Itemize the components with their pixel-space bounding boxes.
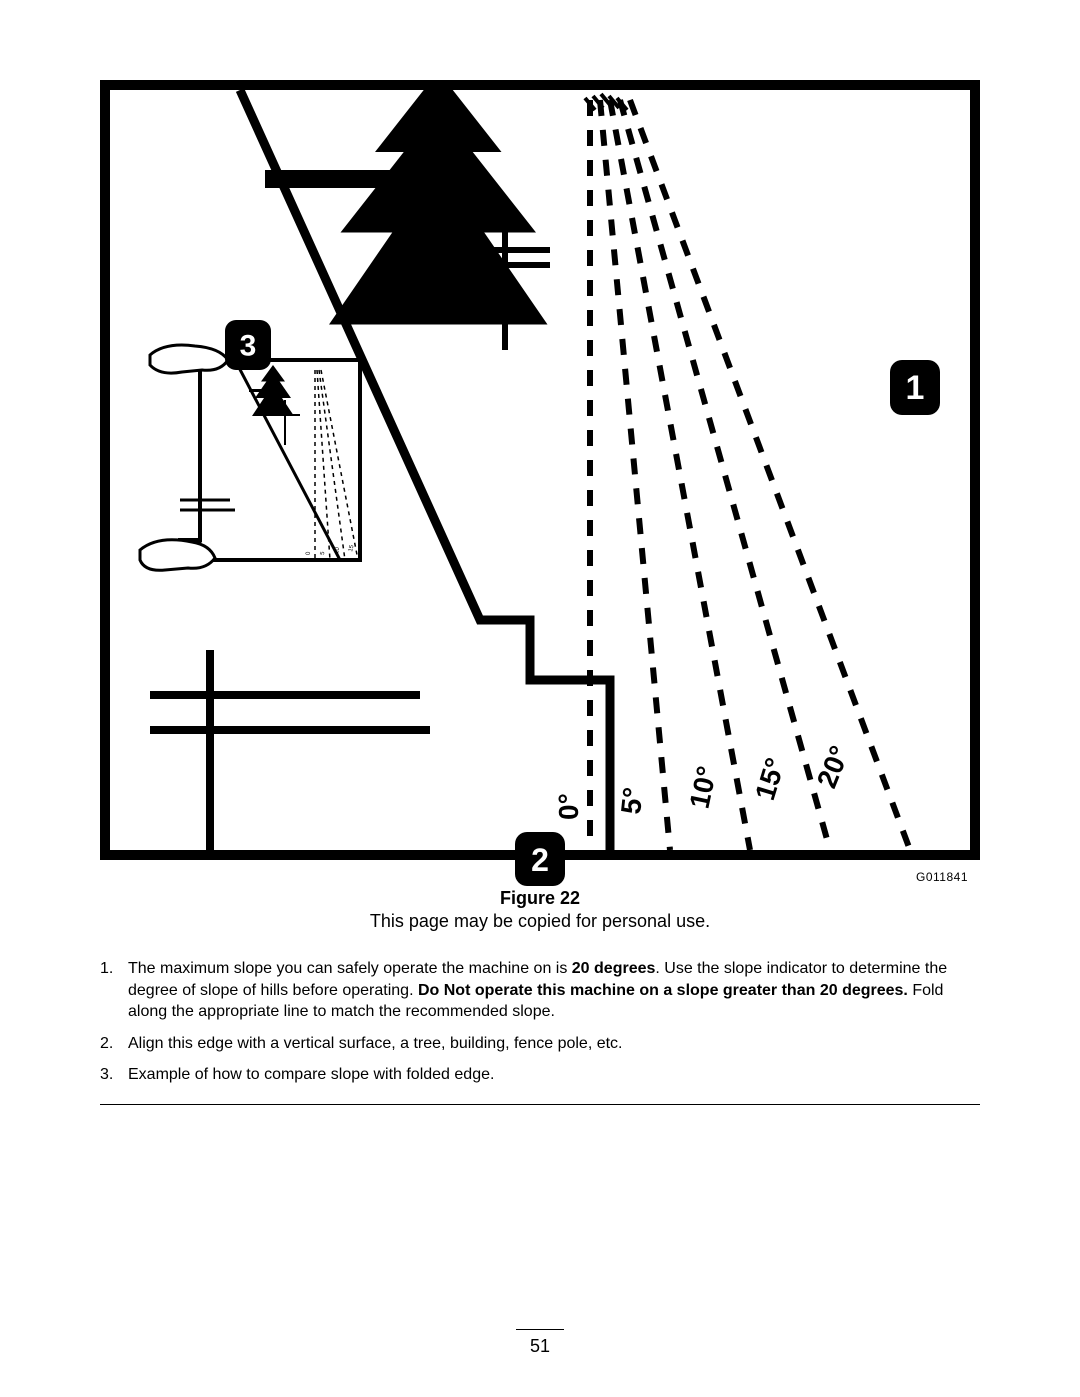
angle-labels-group: 0° 5° 10° 15° 20°: [553, 741, 855, 820]
note-text: The maximum slope you can safely operate…: [128, 958, 980, 1023]
svg-text:1: 1: [906, 369, 925, 407]
note-number: 1.: [100, 958, 128, 1023]
note-text: Example of how to compare slope with fol…: [128, 1064, 494, 1086]
hand-top: [150, 345, 228, 373]
note-item: 2. Align this edge with a vertical surfa…: [100, 1033, 980, 1055]
angle-label-20: 20°: [811, 741, 856, 792]
note-number: 3.: [100, 1064, 128, 1086]
page-number: 51: [516, 1329, 564, 1357]
figure-copy-line: This page may be copied for personal use…: [100, 911, 980, 932]
svg-text:3: 3: [240, 330, 257, 363]
angle-label-0: 0°: [553, 793, 584, 820]
slope-fan: [590, 100, 910, 850]
fence-short: [150, 650, 430, 850]
note-number: 2.: [100, 1033, 128, 1055]
inset-example: 0 5 10 15: [140, 345, 360, 570]
divider: [100, 1104, 980, 1105]
notes-list: 1. The maximum slope you can safely oper…: [100, 958, 980, 1086]
angle-label-15: 15°: [749, 754, 791, 804]
callout-1: 1: [890, 360, 940, 415]
angle-label-10: 10°: [684, 763, 723, 811]
angle-label-5: 5°: [615, 786, 649, 816]
callout-2: 2: [513, 830, 567, 888]
note-item: 3. Example of how to compare slope with …: [100, 1064, 980, 1086]
slope-indicator-figure: 0° 5° 10° 15° 20°: [100, 80, 980, 860]
callout-3: 3: [225, 320, 271, 370]
note-item: 1. The maximum slope you can safely oper…: [100, 958, 980, 1023]
image-id: G011841: [916, 870, 968, 884]
note-text: Align this edge with a vertical surface,…: [128, 1033, 623, 1055]
svg-text:2: 2: [531, 842, 549, 878]
hand-bottom: [140, 540, 215, 571]
figure-svg: 0° 5° 10° 15° 20°: [110, 90, 970, 850]
figure-label: Figure 22: [100, 888, 980, 909]
